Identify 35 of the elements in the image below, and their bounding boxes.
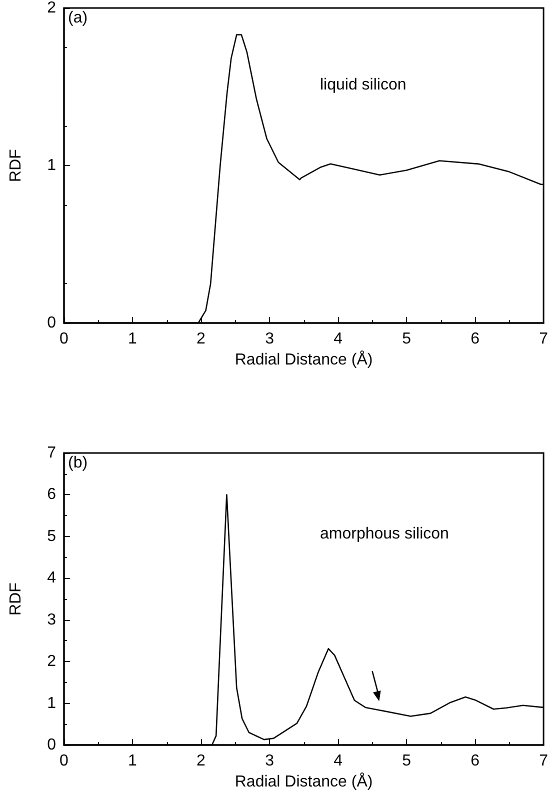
x-tick-label: 4: [334, 752, 343, 770]
y-tick-label: 5: [47, 528, 56, 545]
y-axis-title: RDF: [8, 148, 24, 182]
x-tick-label: 6: [470, 330, 480, 348]
x-tick-label: 4: [334, 330, 343, 348]
chart-title: (b): [68, 454, 88, 472]
chart-title: (a): [68, 10, 88, 26]
y-axis-title: RDF: [8, 582, 24, 616]
x-tick-label: 1: [128, 752, 138, 770]
y-tick-label: 0: [47, 736, 56, 754]
x-axis-title: Radial Distance (Å): [234, 350, 373, 368]
x-axis-title: Radial Distance (Å): [234, 772, 373, 790]
y-tick-label: 0: [47, 314, 56, 332]
x-tick-label: 2: [196, 330, 206, 348]
y-tick-label: 7: [47, 444, 56, 462]
y-tick-label: 6: [47, 486, 56, 504]
x-tick-label: 7: [539, 752, 548, 770]
y-tick-label: 4: [47, 570, 56, 587]
x-tick-label: 1: [128, 330, 138, 348]
x-tick-label: 5: [402, 752, 412, 770]
annotation: liquid silicon: [320, 76, 406, 94]
y-tick-label: 2: [47, 653, 56, 670]
y-tick-label: 1: [47, 157, 56, 174]
y-tick-label: 3: [47, 611, 56, 628]
y-tick-label: 2: [47, 0, 56, 16]
x-tick-label: 5: [402, 330, 412, 348]
annotation: amorphous silicon: [320, 526, 449, 542]
x-tick-label: 3: [265, 752, 274, 770]
x-tick-label: 6: [470, 752, 480, 770]
x-tick-label: 2: [196, 752, 206, 770]
x-tick-label: 0: [60, 330, 69, 348]
y-tick-label: 1: [47, 694, 56, 712]
x-tick-label: 7: [539, 330, 548, 348]
x-tick-label: 3: [265, 330, 274, 348]
x-tick-label: 0: [60, 752, 69, 770]
